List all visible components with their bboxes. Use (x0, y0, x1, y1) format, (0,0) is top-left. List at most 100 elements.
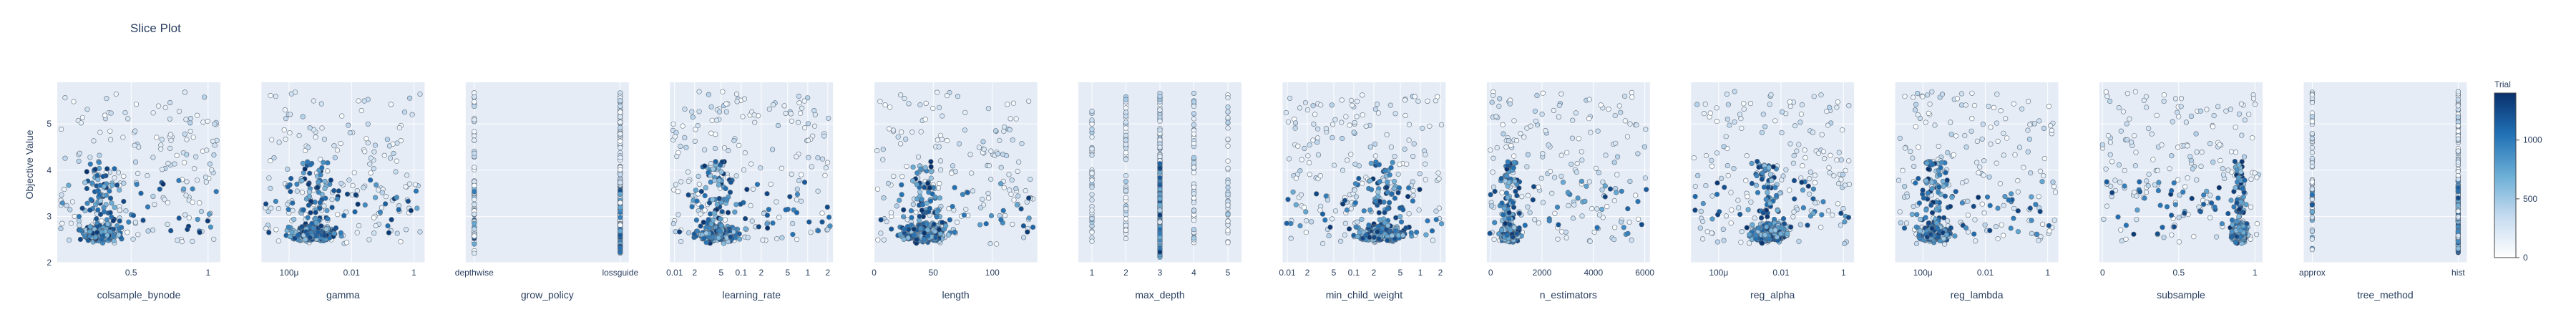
data-point (909, 130, 915, 135)
data-point (766, 106, 772, 112)
data-point (1834, 104, 1840, 110)
data-point (1354, 99, 1360, 104)
data-point (1703, 182, 1709, 189)
data-point (1191, 235, 1197, 241)
x-tick-label: 2 (1438, 268, 1443, 278)
data-point (760, 237, 766, 243)
data-point (1225, 203, 1231, 208)
data-point (472, 189, 477, 195)
data-point (1787, 99, 1792, 105)
data-point (950, 163, 956, 169)
data-point (266, 230, 272, 235)
data-point (1840, 127, 1845, 133)
data-point (1505, 159, 1511, 165)
data-point (1284, 220, 1289, 226)
data-point (1831, 173, 1837, 179)
data-point (84, 107, 90, 112)
data-point (1330, 135, 1335, 140)
data-point (1714, 150, 1720, 156)
x-tick-label: 100μ (280, 268, 299, 278)
data-point (981, 147, 987, 152)
data-point (706, 92, 712, 97)
data-point (318, 223, 324, 229)
data-point (1846, 103, 1852, 109)
data-point (394, 195, 400, 200)
data-point (934, 210, 940, 215)
data-point (1123, 119, 1129, 125)
data-point (1123, 142, 1129, 147)
data-point (157, 186, 162, 192)
data-point (809, 164, 814, 170)
data-point (379, 205, 385, 210)
data-point (935, 89, 940, 95)
data-point (1319, 240, 1326, 247)
data-point (154, 135, 160, 140)
data-point (172, 161, 177, 167)
data-point (1540, 151, 1546, 157)
data-point (1225, 228, 1231, 233)
data-point (731, 138, 737, 144)
data-point (889, 226, 894, 232)
data-point (113, 91, 119, 97)
data-point (1001, 185, 1007, 190)
data-point (708, 221, 714, 227)
data-point (970, 188, 976, 194)
data-point (160, 167, 165, 172)
data-point (1020, 223, 1026, 229)
x-axis-label: length (942, 289, 970, 301)
data-point (1307, 172, 1312, 177)
data-point (1123, 105, 1129, 111)
data-point (285, 202, 291, 208)
data-point (1697, 225, 1703, 231)
data-point (315, 185, 321, 190)
data-point (59, 192, 64, 198)
data-point (1707, 110, 1713, 116)
data-point (815, 188, 821, 194)
data-point (97, 152, 102, 158)
data-point (104, 233, 110, 238)
x-tick-label: 50 (929, 268, 939, 278)
data-point (184, 137, 190, 142)
data-point (698, 204, 705, 210)
data-point (162, 197, 167, 203)
data-point (719, 209, 725, 215)
data-point (998, 217, 1004, 223)
data-point (134, 182, 140, 187)
data-point (108, 110, 114, 116)
data-point (133, 102, 140, 107)
data-point (94, 216, 99, 222)
data-point (919, 208, 924, 213)
data-point (1384, 132, 1390, 137)
data-point (932, 194, 938, 200)
data-point (208, 224, 214, 230)
data-point (339, 113, 345, 119)
data-point (741, 96, 748, 102)
data-point (1787, 187, 1792, 193)
data-point (100, 174, 106, 180)
data-point (733, 202, 739, 208)
data-point (1558, 91, 1564, 97)
data-point (308, 162, 313, 167)
data-point (84, 185, 89, 192)
data-point (1755, 159, 1760, 165)
data-point (779, 235, 785, 240)
data-point (69, 199, 75, 205)
data-point (928, 164, 934, 170)
data-point (796, 177, 802, 183)
data-point (1123, 179, 1129, 185)
data-point (685, 169, 691, 175)
data-point (76, 158, 82, 164)
data-point (1327, 224, 1333, 230)
data-point (701, 147, 708, 152)
data-point (1727, 122, 1732, 128)
data-point (1602, 183, 1608, 189)
data-point (1796, 142, 1802, 147)
data-point (472, 250, 477, 256)
x-tick-label: 6000 (1635, 268, 1654, 278)
data-point (1225, 114, 1231, 121)
data-point (393, 169, 399, 175)
data-point (138, 190, 144, 196)
data-point (472, 233, 477, 239)
